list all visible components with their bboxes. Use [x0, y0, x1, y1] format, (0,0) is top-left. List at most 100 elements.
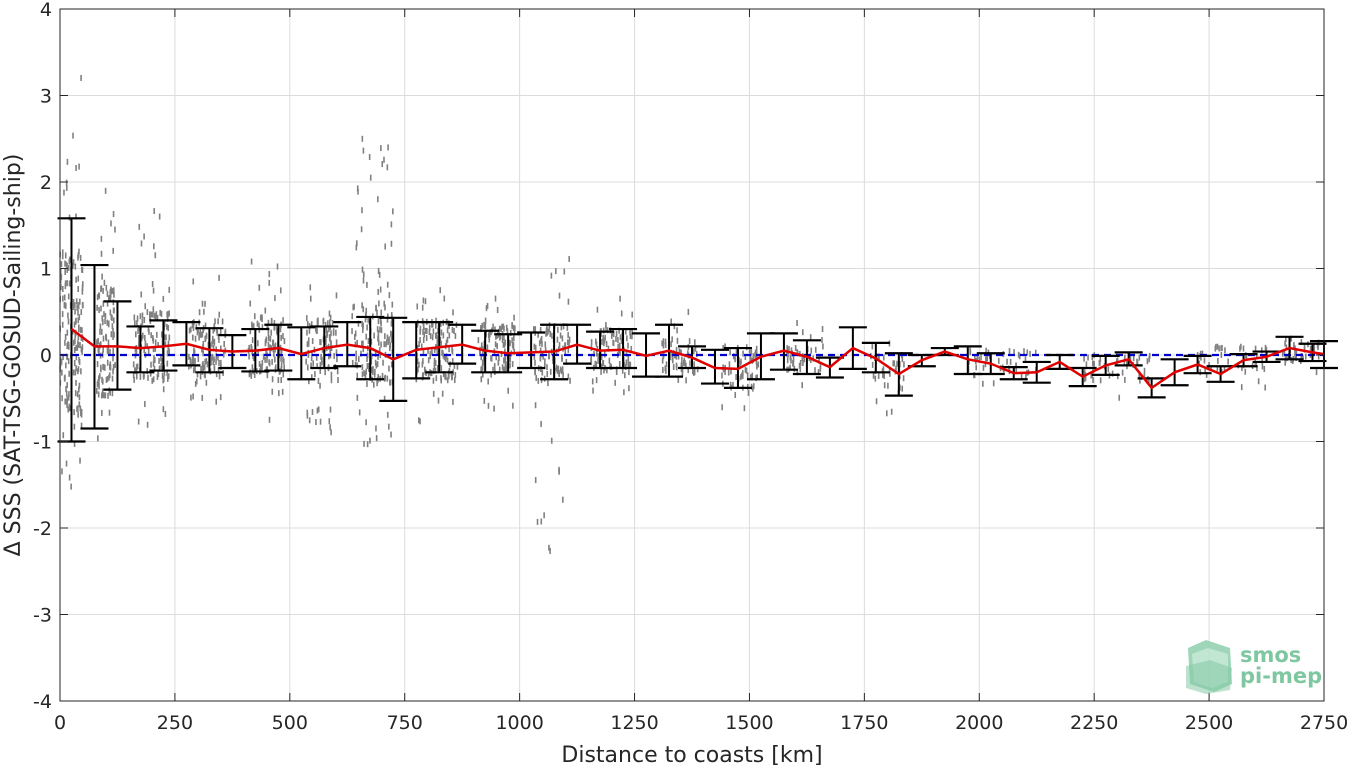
scatter-point — [617, 337, 619, 344]
scatter-point — [428, 324, 431, 331]
scatter-point — [202, 360, 204, 367]
scatter-point — [364, 312, 367, 319]
scatter-point — [59, 277, 62, 284]
scatter-point — [514, 325, 516, 332]
scatter-point — [597, 358, 599, 365]
scatter-point — [167, 310, 169, 317]
scatter-point — [509, 356, 512, 363]
scatter-point — [496, 332, 498, 339]
scatter-point — [877, 373, 880, 380]
scatter-point — [421, 361, 424, 368]
scatter-point — [376, 309, 378, 316]
scatter-point — [676, 327, 678, 334]
scatter-point — [1283, 349, 1286, 356]
scatter-point — [101, 376, 103, 383]
scatter-point — [194, 357, 196, 364]
scatter-point — [78, 401, 81, 408]
scatter-point — [1204, 367, 1206, 374]
scatter-point — [81, 267, 84, 274]
scatter-point — [98, 306, 100, 313]
scatter-point — [63, 189, 65, 196]
scatter-point — [592, 387, 594, 394]
scatter-point — [798, 362, 801, 369]
scatter-point — [696, 366, 699, 373]
scatter-point — [541, 341, 543, 348]
scatter-point — [140, 291, 143, 298]
scatter-point — [72, 259, 75, 266]
scatter-point — [105, 335, 108, 342]
scatter-point — [60, 284, 62, 291]
scatter-point — [77, 309, 79, 316]
scatter-point — [1223, 366, 1226, 373]
scatter-point — [211, 341, 213, 348]
scatter-point — [203, 371, 206, 378]
scatter-point — [60, 261, 63, 268]
scatter-point — [65, 362, 67, 369]
scatter-point — [454, 332, 457, 339]
scatter-point — [66, 266, 69, 273]
scatter-point — [191, 322, 194, 329]
scatter-point — [752, 385, 754, 392]
scatter-point — [266, 356, 268, 363]
scatter-point — [786, 357, 789, 364]
scatter-point — [152, 376, 155, 383]
scatter-point — [548, 353, 550, 360]
scatter-point — [61, 311, 64, 318]
scatter-point — [283, 338, 286, 345]
scatter-point — [388, 345, 391, 352]
scatter-point — [694, 345, 697, 352]
scatter-point — [137, 328, 139, 335]
scatter-point — [365, 333, 368, 340]
scatter-point — [69, 405, 71, 412]
scatter-point — [188, 363, 190, 370]
scatter-point — [756, 374, 758, 381]
scatter-point — [110, 314, 113, 321]
scatter-point — [219, 394, 222, 401]
scatter-point — [330, 371, 333, 378]
scatter-point — [102, 319, 104, 326]
scatter-point — [378, 271, 381, 278]
scatter-point — [111, 288, 114, 295]
scatter-point — [391, 301, 394, 308]
scatter-point — [692, 348, 695, 355]
scatter-point — [487, 402, 490, 409]
scatter-point — [356, 240, 358, 247]
scatter-point — [192, 367, 195, 374]
scatter-point — [501, 364, 504, 371]
scatter-point — [335, 292, 338, 299]
scatter-point — [437, 328, 439, 335]
scatter-point — [331, 320, 334, 327]
scatter-point — [888, 368, 891, 375]
scatter-point — [72, 298, 75, 305]
scatter-point — [799, 359, 802, 366]
scatter-point — [803, 356, 806, 363]
scatter-point — [271, 358, 273, 365]
scatter-point — [1256, 365, 1258, 372]
scatter-point — [485, 305, 488, 312]
scatter-point — [1208, 362, 1210, 369]
scatter-point — [1239, 345, 1241, 352]
scatter-point — [106, 319, 109, 326]
scatter-point — [1263, 365, 1266, 372]
scatter-point — [1294, 349, 1296, 356]
scatter-point — [64, 333, 67, 340]
scatter-point — [271, 388, 274, 395]
scatter-point — [190, 326, 192, 333]
scatter-point — [74, 263, 77, 270]
scatter-point — [322, 318, 325, 325]
scatter-point — [506, 328, 509, 335]
scatter-point — [481, 371, 484, 378]
scatter-point — [253, 313, 256, 320]
scatter-point — [311, 408, 314, 415]
scatter-point — [363, 440, 365, 447]
scatter-point — [442, 332, 445, 339]
scatter-point — [152, 287, 155, 294]
scatter-point — [601, 338, 603, 345]
scatter-point — [73, 409, 75, 416]
scatter-point — [156, 314, 159, 321]
scatter-point — [152, 306, 155, 313]
scatter-point — [167, 344, 170, 351]
scatter-point — [687, 308, 690, 315]
scatter-point — [600, 353, 603, 360]
scatter-point — [419, 328, 421, 335]
